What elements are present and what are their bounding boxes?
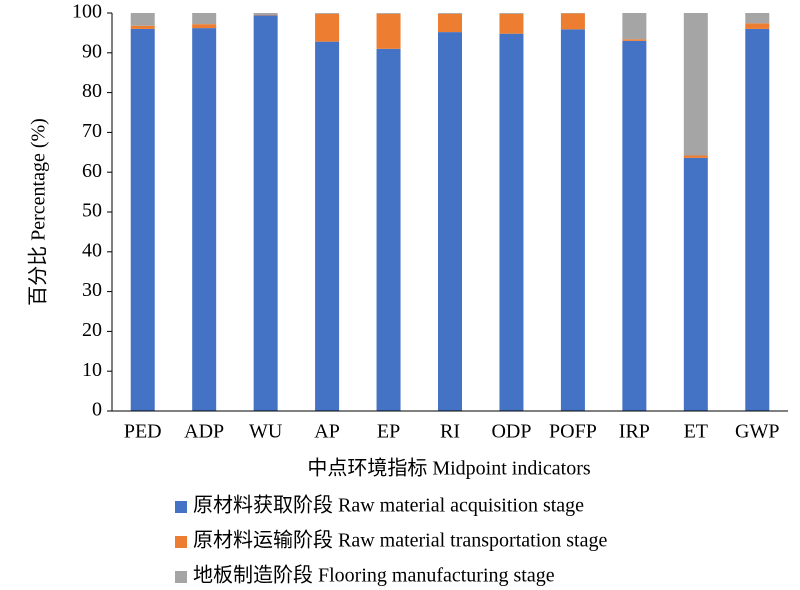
bar-segment xyxy=(683,157,708,411)
bar-segment xyxy=(745,13,770,24)
bar-segment xyxy=(683,155,708,158)
x-tick-label: POFP xyxy=(549,421,597,443)
x-tick-label: AP xyxy=(314,421,340,443)
x-tick-label: IRP xyxy=(619,421,650,443)
bar-segment xyxy=(192,28,217,412)
bar-segment xyxy=(560,13,585,30)
bar-segment xyxy=(622,13,647,40)
y-tick-label: 70 xyxy=(82,120,102,142)
bar-segment xyxy=(622,39,647,41)
y-tick-label: 80 xyxy=(82,80,102,102)
x-tick-label: PED xyxy=(124,421,162,443)
bar-segment xyxy=(315,13,340,14)
x-axis-title: 中点环境指标 Midpoint indicators xyxy=(307,457,591,480)
bar-segment xyxy=(438,32,462,411)
bar-segment xyxy=(376,48,401,411)
bar-segment xyxy=(376,13,401,14)
x-tick-label: ET xyxy=(684,421,708,443)
legend-marker xyxy=(175,501,187,513)
bar-segment xyxy=(315,41,340,411)
bar-segment xyxy=(130,28,155,411)
bar-segment xyxy=(499,33,524,412)
x-tick-label: EP xyxy=(377,421,400,443)
x-tick-label: RI xyxy=(440,421,460,443)
y-tick-label: 50 xyxy=(82,200,102,222)
bar-segment xyxy=(253,13,278,15)
bar-segment xyxy=(745,28,770,411)
x-tick-label: ODP xyxy=(491,421,531,443)
legend-label: 原材料获取阶段 Raw material acquisition stage xyxy=(193,494,584,517)
bar-segment xyxy=(438,13,462,14)
legend-label: 原材料运输阶段 Raw material transportation stag… xyxy=(193,529,607,552)
y-tick-label: 30 xyxy=(82,279,102,301)
legend-marker xyxy=(175,571,187,583)
y-tick-label: 10 xyxy=(82,359,102,381)
bar-segment xyxy=(192,24,217,29)
legend-marker xyxy=(175,536,187,548)
bar-segment xyxy=(560,29,585,412)
bar-segment xyxy=(499,13,524,14)
bar-segment xyxy=(499,13,524,34)
y-tick-label: 0 xyxy=(92,399,102,421)
bar-segment xyxy=(622,40,647,412)
bar-segment xyxy=(438,13,462,33)
bar-segment xyxy=(683,13,708,156)
bar-segment xyxy=(192,13,217,25)
x-tick-label: WU xyxy=(249,421,283,443)
y-tick-label: 100 xyxy=(72,1,102,23)
bar-segment xyxy=(253,15,278,411)
bar-segment xyxy=(315,13,340,42)
x-tick-label: GWP xyxy=(735,421,779,443)
y-tick-label: 60 xyxy=(82,160,102,182)
legend-label: 地板制造阶段 Flooring manufacturing stage xyxy=(193,564,555,587)
bar-segment xyxy=(376,13,401,49)
y-axis-title: 百分比 Percentage (%) xyxy=(27,118,50,306)
y-tick-label: 90 xyxy=(82,40,102,62)
bar-segment xyxy=(130,25,155,29)
y-tick-label: 40 xyxy=(82,239,102,261)
bar-segment xyxy=(130,13,155,26)
x-tick-label: ADP xyxy=(184,421,224,443)
bar-segment xyxy=(745,23,770,29)
y-tick-label: 20 xyxy=(82,319,102,341)
